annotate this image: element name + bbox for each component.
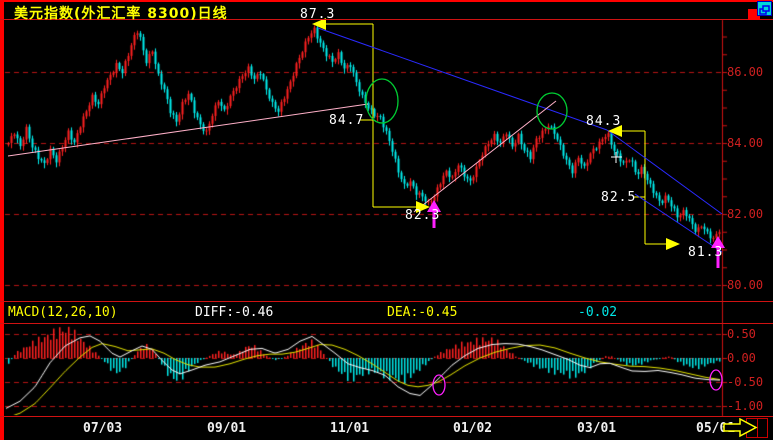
- annotation-label-84-3: 84.3: [586, 114, 622, 129]
- macd-axis-label: -1.00: [727, 399, 764, 413]
- price-axis-label: 80.00: [727, 278, 764, 292]
- date-label: 11/01: [330, 421, 370, 436]
- restore-window-icon: [759, 5, 770, 15]
- annotation-label-82-3: 82.3: [405, 208, 441, 223]
- window-top-border: [0, 0, 773, 2]
- macd-axis-label: 0.00: [727, 351, 756, 365]
- annotation-label-84-7: 84.7: [329, 113, 365, 128]
- macd-diff-value: DIFF:-0.46: [195, 305, 274, 320]
- macd-header-separator-bottom: [0, 323, 773, 324]
- annotation-label-87-3: 87.3: [300, 7, 336, 22]
- macd-header-separator-top: [0, 301, 773, 302]
- annotation-label-82-5: 82.5: [601, 190, 637, 205]
- date-axis-separator: [0, 416, 773, 417]
- macd-dea-value: DEA:-0.45: [387, 305, 458, 320]
- price-axis-label: 86.00: [727, 65, 764, 79]
- date-label: 07/03: [83, 421, 123, 436]
- red-square-indicator: [748, 9, 760, 20]
- macd-params-label: MACD(12,26,10): [8, 305, 118, 320]
- window-left-border: [0, 0, 4, 440]
- macd-bar-value: -0.02: [578, 305, 618, 320]
- titlebar-separator: [0, 19, 773, 20]
- date-label: 01/02: [453, 421, 493, 436]
- annotation-label-81-3: 81.3: [688, 245, 724, 260]
- date-label: 09/01: [207, 421, 247, 436]
- date-label: 03/01: [577, 421, 617, 436]
- macd-axis-label: 0.50: [727, 327, 756, 341]
- price-axis-label: 82.00: [727, 207, 764, 221]
- price-axis-label: 84.00: [727, 136, 764, 150]
- macd-axis-label: -0.50: [727, 375, 764, 389]
- restore-window-button[interactable]: [757, 1, 772, 16]
- chart-title: 美元指数(外汇汇率 8300)日线: [14, 6, 228, 22]
- scroll-box-divider: [757, 418, 758, 438]
- date-label: 05/01: [696, 421, 736, 436]
